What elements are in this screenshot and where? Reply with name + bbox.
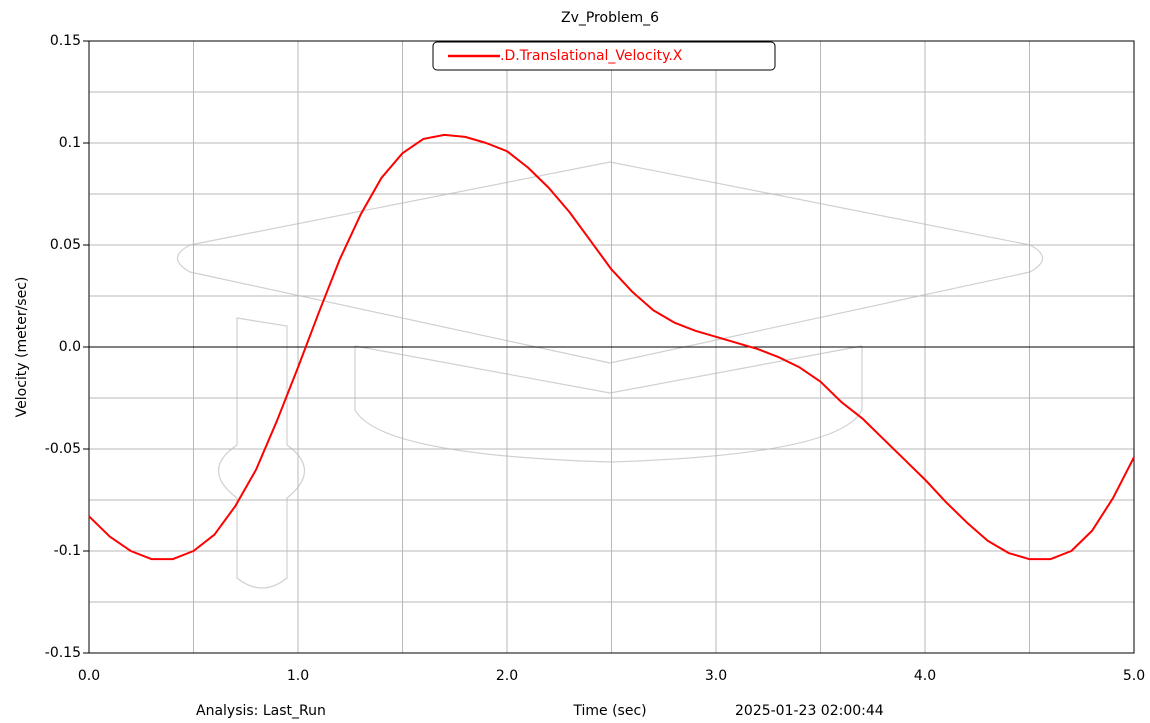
legend-box: [432, 41, 776, 71]
plot-frame: [88, 40, 1135, 654]
chart-title: Zv_Problem_6: [561, 10, 659, 26]
y-tick-label: -0.1: [54, 543, 81, 559]
y-tick-label: 0.1: [59, 135, 81, 151]
x-tick-label: 2.0: [496, 668, 518, 684]
watermark: [176, 161, 1044, 589]
legend: .D.Translational_Velocity.X: [432, 41, 776, 71]
y-tick-label: 0.05: [50, 237, 81, 253]
footer-left: Analysis: Last_Run: [196, 703, 326, 719]
x-tick-label: 4.0: [914, 668, 936, 684]
x-tick-label: 3.0: [705, 668, 727, 684]
series-line: [88, 133, 1135, 561]
y-tick-label: 0.0: [59, 339, 81, 355]
x-tick-label: 5.0: [1123, 668, 1145, 684]
x-tick-label: 1.0: [287, 668, 309, 684]
x-tick-label: 0.0: [78, 668, 100, 684]
footer-right: 2025-01-23 02:00:44: [735, 703, 884, 719]
y-axis-label: Velocity (meter/sec): [14, 277, 30, 418]
y-tick-label: -0.05: [45, 441, 81, 457]
y-tick-label: 0.15: [50, 33, 81, 49]
legend-label: .D.Translational_Velocity.X: [500, 48, 683, 64]
x-axis-label: Time (sec): [572, 703, 646, 719]
y-tick-label: -0.15: [45, 645, 81, 661]
